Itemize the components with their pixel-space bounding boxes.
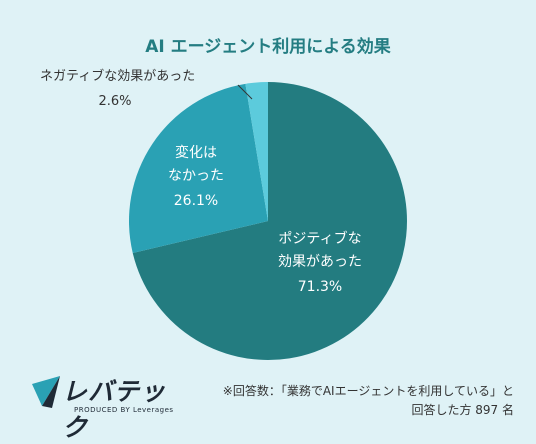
logo-mark-icon	[32, 376, 60, 408]
note-line-1: ※回答数：「業務でAIエージェントを利用している」と	[222, 384, 514, 398]
slice-negative	[245, 82, 268, 221]
slice-label-positive-line2: 効果があった	[278, 254, 362, 270]
slice-label-nochange-line1: 変化は	[175, 144, 217, 161]
chart-title: AI エージェント利用による効果	[145, 37, 391, 57]
slice-value-positive: 71.3%	[298, 279, 342, 295]
slice-label-negative: ネガティブな効果があった	[40, 68, 195, 84]
slice-value-nochange: 26.1%	[174, 193, 218, 209]
slice-value-negative: 2.6%	[98, 94, 131, 109]
slice-label-positive-line1: ポジティブな	[278, 230, 361, 247]
callout-line	[237, 84, 253, 100]
note-line-2: 回答した方 897 名	[411, 403, 514, 417]
logo-text: レバテック	[62, 377, 167, 442]
slice-label-nochange-line2: なかった	[168, 168, 224, 184]
leverages-logo: レバテック PRODUCED BY Leverages	[30, 374, 190, 442]
logo-subtext: PRODUCED BY Leverages	[74, 406, 174, 414]
slice-positive	[132, 82, 407, 360]
respondent-note: ※回答数：「業務でAIエージェントを利用している」と 回答した方 897 名	[194, 382, 514, 420]
slice-no-change	[129, 83, 268, 254]
